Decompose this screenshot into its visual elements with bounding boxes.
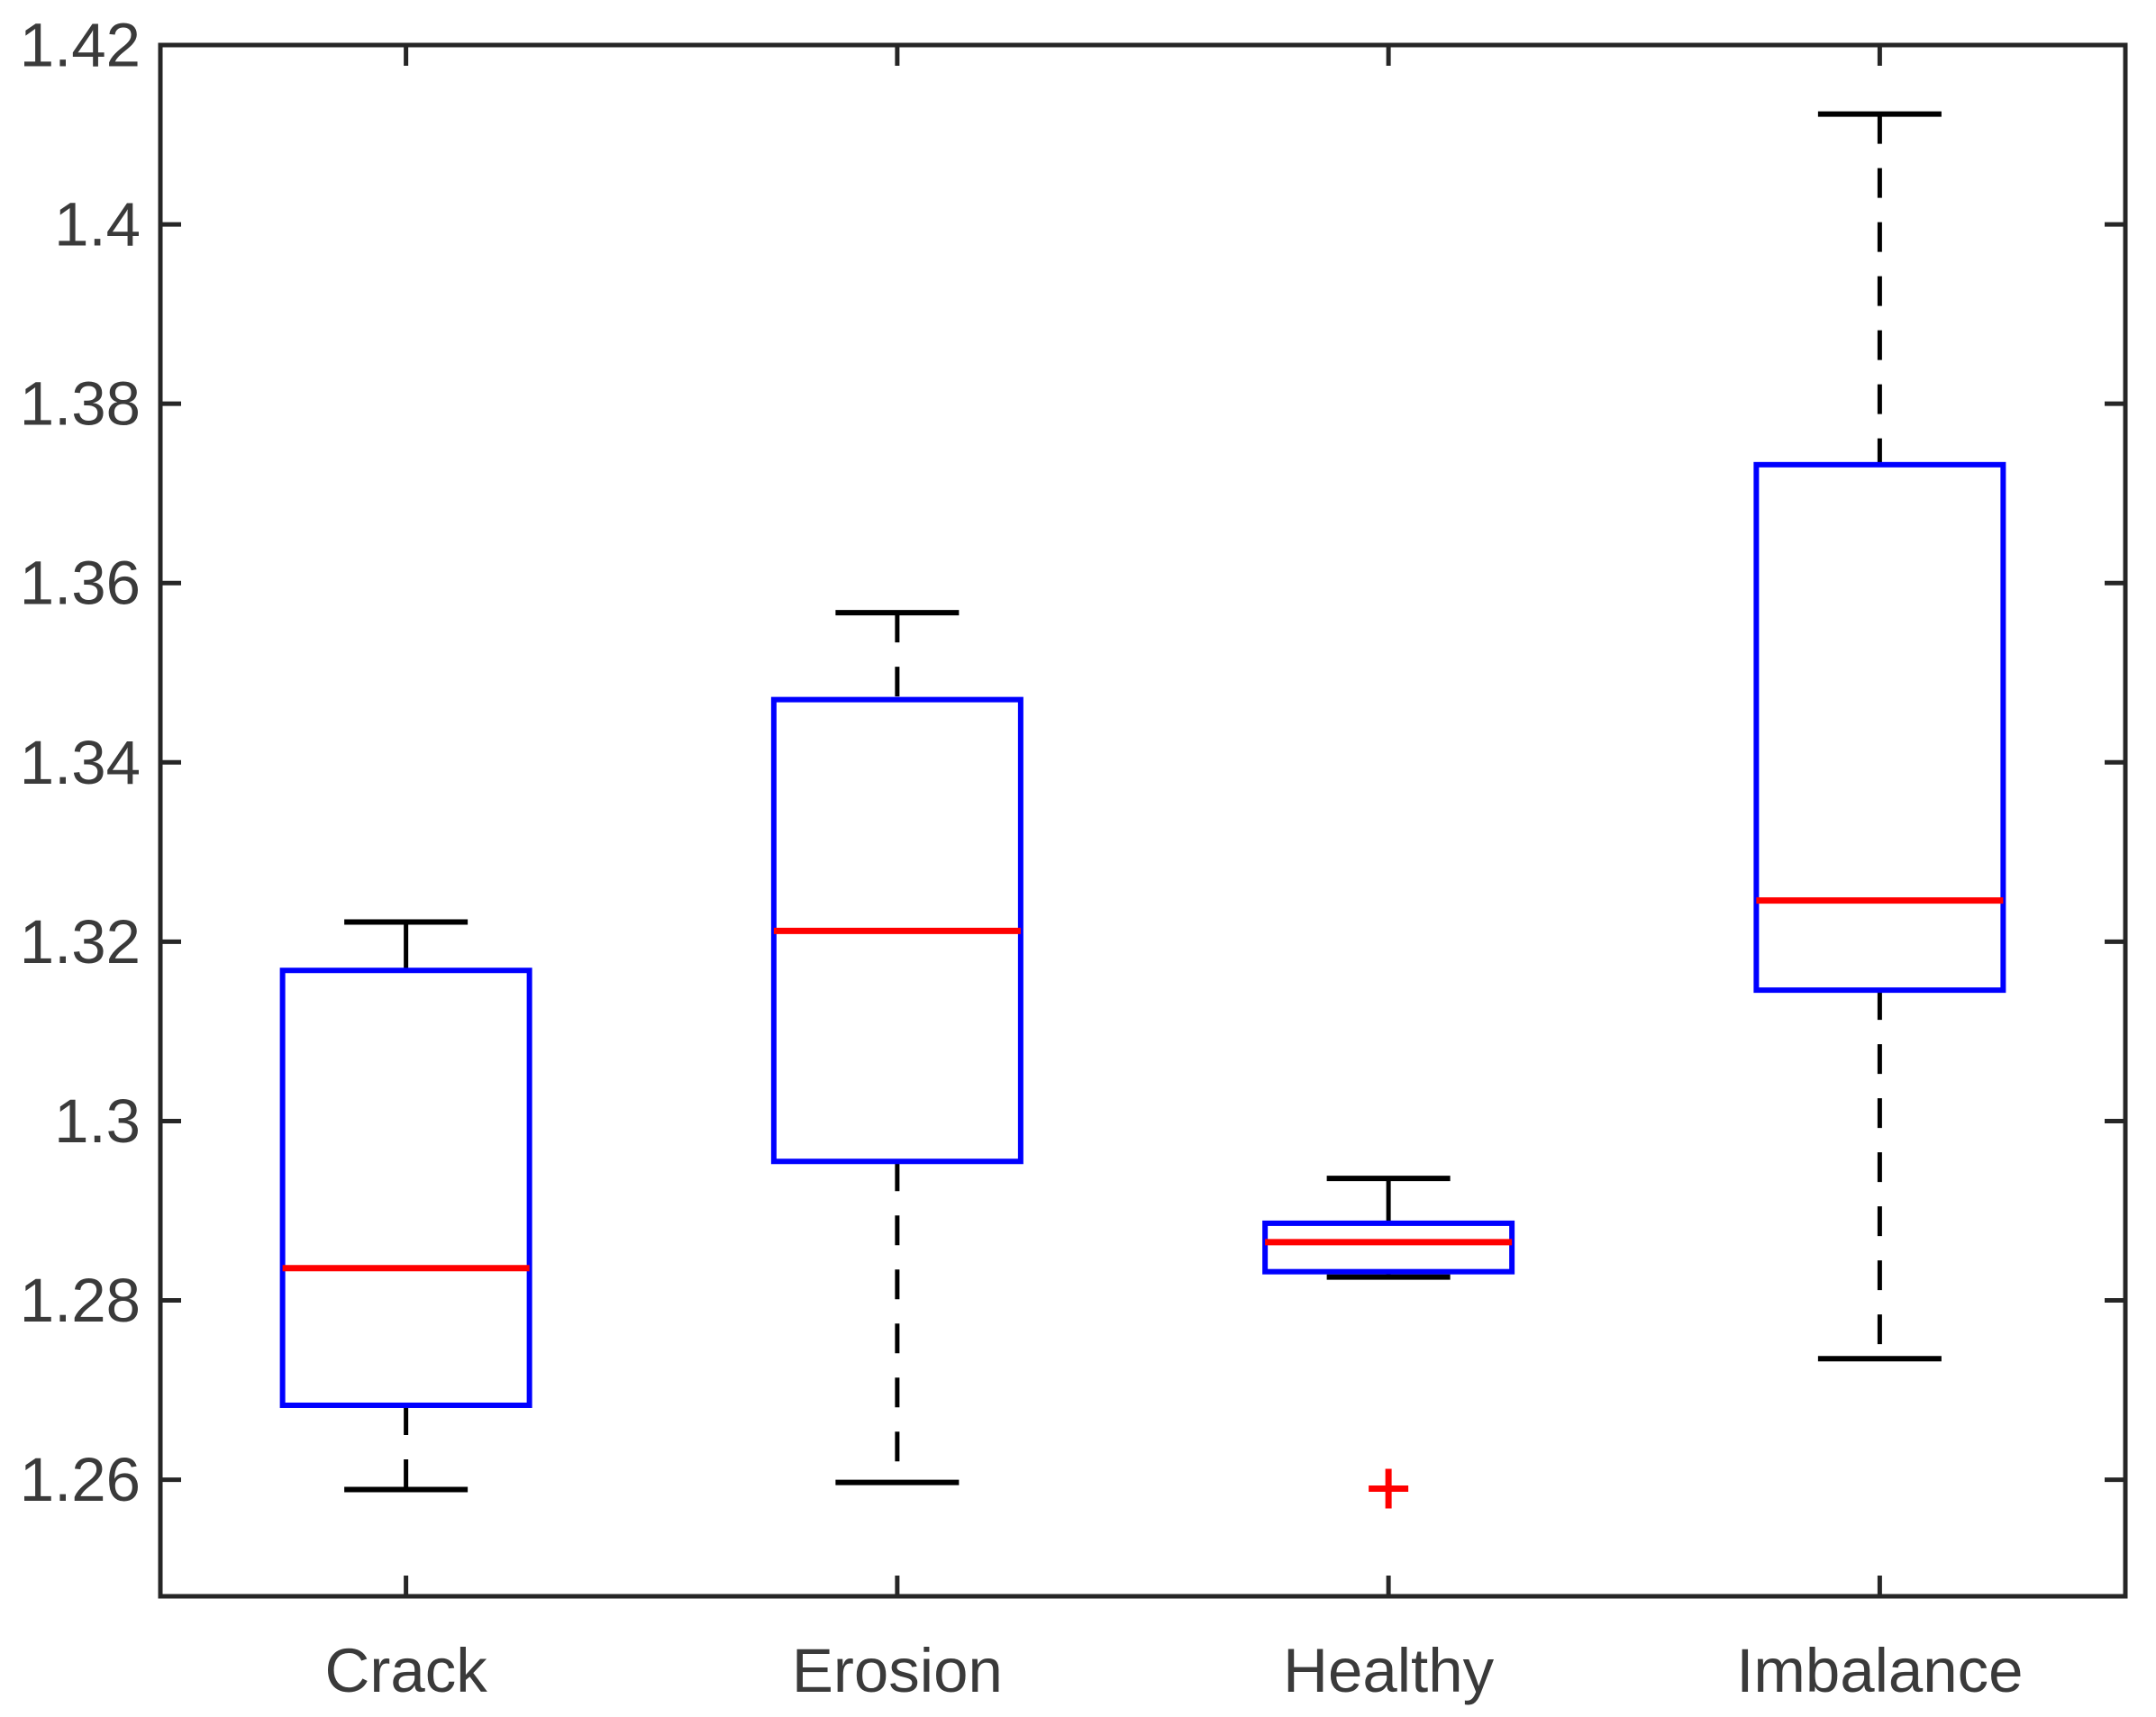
y-axis-tick-label: 1.38: [20, 369, 141, 439]
y-axis-tick-label: 1.32: [20, 907, 141, 977]
y-axis-tick-label: 1.3: [54, 1086, 141, 1156]
y-axis-tick-label: 1.26: [20, 1445, 141, 1514]
y-axis-tick-label: 1.4: [54, 190, 141, 259]
iqr-box-imbalance: [1753, 461, 2006, 994]
category-label-imbalance: Imbalance: [1736, 1636, 2023, 1705]
plot-frame: [158, 42, 2128, 1599]
category-label-crack: Crack: [325, 1636, 488, 1705]
category-label-erosion: Erosion: [792, 1636, 1003, 1705]
y-axis-tick-label: 1.36: [20, 549, 141, 618]
y-axis-tick-label: 1.42: [20, 10, 141, 79]
y-axis-tick-label: 1.34: [20, 728, 141, 797]
iqr-box-healthy: [1262, 1220, 1515, 1275]
y-axis-tick-label: 1.28: [20, 1266, 141, 1335]
category-label-healthy: Healthy: [1283, 1636, 1494, 1705]
iqr-box-crack: [279, 968, 532, 1408]
